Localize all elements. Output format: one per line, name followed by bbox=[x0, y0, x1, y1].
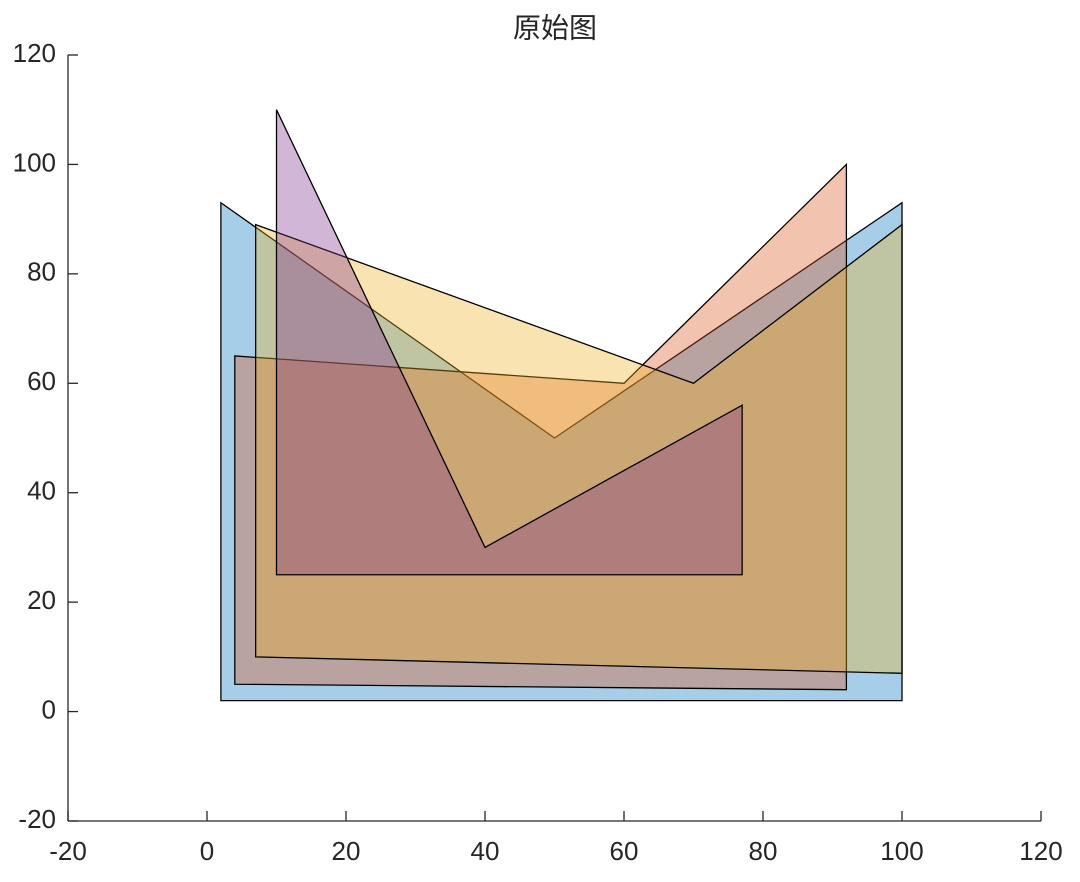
y-tick-label: 0 bbox=[42, 694, 56, 724]
x-tick-label: 60 bbox=[610, 836, 639, 866]
x-tick-label: -20 bbox=[49, 836, 87, 866]
x-tick-label: 20 bbox=[332, 836, 361, 866]
polygon bbox=[255, 223, 903, 674]
y-tick-label: 60 bbox=[27, 366, 56, 396]
polygon bbox=[275, 109, 743, 576]
y-tick-label: -20 bbox=[18, 804, 56, 834]
polygon bbox=[234, 162, 848, 691]
y-tick-label: 120 bbox=[13, 38, 56, 68]
y-tick-label: 20 bbox=[27, 585, 56, 615]
x-tick-label: 120 bbox=[1019, 836, 1062, 866]
chart-title: 原始图 bbox=[513, 12, 597, 43]
y-tick-label: 80 bbox=[27, 257, 56, 287]
x-tick-label: 100 bbox=[880, 836, 923, 866]
y-tick-label: 40 bbox=[27, 476, 56, 506]
x-tick-label: 0 bbox=[200, 836, 214, 866]
y-tick-label: 100 bbox=[13, 147, 56, 177]
x-tick-label: 80 bbox=[749, 836, 778, 866]
x-tick-label: 40 bbox=[471, 836, 500, 866]
